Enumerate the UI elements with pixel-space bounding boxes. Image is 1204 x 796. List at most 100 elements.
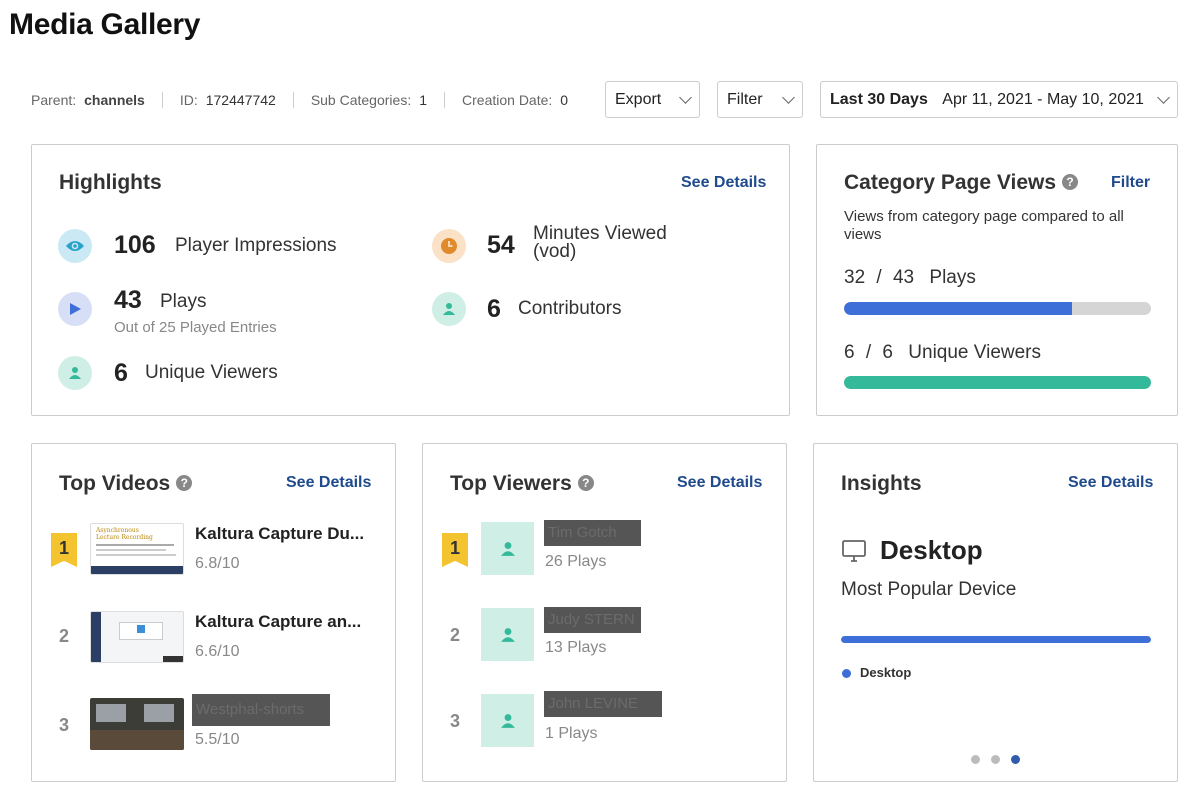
popular-device-caption: Most Popular Device	[841, 579, 1017, 600]
rank-number: 3	[450, 711, 461, 731]
category-viewers-part: 6	[844, 342, 855, 363]
divider	[444, 92, 446, 108]
filter-label: Filter	[727, 90, 763, 108]
unique-viewers-label: Unique Viewers	[145, 362, 278, 383]
desktop-monitor-icon	[842, 540, 866, 567]
top-viewers-card: Top Viewers? See Details 1 Tim Gotch 26 …	[422, 443, 787, 782]
help-icon[interactable]: ?	[176, 475, 193, 491]
user-icon	[58, 356, 92, 390]
rank-number: 2	[450, 625, 461, 645]
export-dropdown[interactable]: Export	[605, 81, 700, 118]
export-label: Export	[615, 90, 662, 108]
date-range-dropdown[interactable]: Last 30 Days Apr 11, 2021 - May 10, 2021	[820, 81, 1178, 118]
subcategories-label: Sub Categories:	[310, 92, 412, 108]
insights-card: Insights See Details Desktop Most Popula…	[813, 443, 1178, 782]
parent-label: Parent:	[31, 92, 77, 108]
redacted-video-title[interactable]: Westphal-shorts	[192, 694, 330, 726]
device-share-fill	[841, 636, 1151, 643]
user-icon	[500, 713, 515, 728]
avatar	[481, 522, 534, 575]
insights-title: Insights	[841, 472, 922, 495]
video-thumbnail[interactable]	[90, 698, 184, 750]
top-viewers-title: Top Viewers?	[450, 472, 594, 496]
viewer-plays: 1 Plays	[545, 725, 598, 742]
top-videos-see-details-link[interactable]: See Details	[286, 474, 372, 491]
help-icon[interactable]: ?	[1062, 174, 1079, 190]
top-videos-card: Top Videos? See Details 1 Asynchronous L…	[31, 443, 396, 782]
carousel-dot[interactable]	[971, 755, 980, 764]
category-plays-progress-fill	[844, 302, 1073, 315]
category-views-filter-link[interactable]: Filter	[1111, 174, 1151, 191]
date-range-preset: Last 30 Days	[830, 90, 928, 108]
parent-value: channels	[84, 92, 145, 108]
unique-viewers-value: 6	[114, 359, 128, 387]
carousel-dot[interactable]	[991, 755, 1000, 764]
avatar	[481, 694, 534, 747]
video-title[interactable]: Kaltura Capture an...	[195, 612, 362, 631]
chevron-down-icon	[782, 90, 795, 104]
rank-badge: 1	[51, 533, 77, 567]
ratio-separator: /	[876, 267, 882, 288]
subcategories-value: 1	[419, 92, 428, 108]
video-score: 6.8/10	[195, 555, 240, 572]
insights-see-details-link[interactable]: See Details	[1068, 474, 1154, 491]
player-impressions-value: 106	[114, 231, 156, 259]
category-plays-total: 43	[892, 267, 915, 288]
play-icon	[58, 292, 92, 326]
rank-number: 2	[59, 626, 70, 646]
rank-badge: 1	[442, 533, 468, 567]
user-icon	[500, 541, 515, 556]
minutes-viewed-label-sub: (vod)	[533, 241, 577, 262]
category-plays-label: Plays	[929, 267, 976, 288]
top-viewers-title-text: Top Viewers	[450, 472, 572, 495]
top-viewers-see-details-link[interactable]: See Details	[677, 474, 763, 491]
redacted-viewer-name: Tim Gotch	[544, 520, 641, 546]
creation-date-label: Creation Date:	[462, 92, 553, 108]
filter-dropdown[interactable]: Filter	[717, 81, 803, 118]
carousel-dot-active[interactable]	[1011, 755, 1020, 764]
category-page-views-title-text: Category Page Views	[844, 171, 1057, 194]
chevron-down-icon	[679, 90, 692, 104]
divider	[292, 92, 294, 108]
video-score: 6.6/10	[195, 643, 240, 660]
popular-device-name: Desktop	[880, 535, 983, 565]
category-plays-part: 32	[844, 267, 866, 288]
category-plays-progress-bar	[844, 302, 1151, 315]
category-viewers-total: 6	[882, 342, 893, 363]
top-videos-title: Top Videos?	[59, 472, 193, 496]
category-meta: Parent: channels ID: 172447742 Sub Categ…	[31, 90, 606, 110]
minutes-viewed-label-main: Minutes Viewed	[533, 223, 667, 244]
minutes-viewed-value: 54	[487, 231, 515, 259]
minutes-viewed-label: Minutes Viewed (vod)	[533, 223, 667, 262]
viewer-plays: 26 Plays	[545, 553, 607, 570]
viewer-plays: 13 Plays	[545, 639, 607, 656]
id-label: ID:	[179, 92, 198, 108]
plays-subtext: Out of 25 Played Entries	[114, 319, 277, 336]
user-icon	[432, 292, 466, 326]
video-thumbnail[interactable]: Asynchronous Lecture Recording	[90, 523, 184, 575]
device-share-bar	[841, 636, 1151, 643]
category-viewers-ratio: 6 / 6 Unique Viewers	[844, 342, 1041, 364]
category-page-views-title: Category Page Views?	[844, 171, 1079, 195]
clock-icon	[432, 229, 466, 263]
category-plays-ratio: 32 / 43 Plays	[844, 267, 976, 289]
user-icon	[500, 627, 515, 642]
highlights-card: Highlights See Details 106 Player Impres…	[31, 144, 790, 416]
help-icon[interactable]: ?	[577, 475, 594, 491]
category-viewers-label: Unique Viewers	[908, 342, 1042, 363]
ratio-separator: /	[865, 342, 872, 363]
id-value: 172447742	[205, 92, 276, 108]
video-score: 5.5/10	[195, 731, 240, 748]
contributors-value: 6	[487, 295, 501, 323]
thumbnail-title: Asynchronous Lecture Recording	[96, 527, 153, 541]
plays-label: Plays	[160, 291, 207, 312]
redacted-viewer-name: John LEVINE	[544, 691, 662, 717]
avatar	[481, 608, 534, 661]
category-views-description: Views from category page compared to all…	[844, 208, 1124, 243]
video-title[interactable]: Kaltura Capture Du...	[195, 524, 365, 543]
category-viewers-progress-fill	[844, 376, 1151, 389]
page-title: Media Gallery	[9, 8, 201, 41]
eye-icon	[58, 229, 92, 263]
video-thumbnail[interactable]	[90, 611, 184, 663]
highlights-see-details-link[interactable]: See Details	[681, 174, 767, 191]
